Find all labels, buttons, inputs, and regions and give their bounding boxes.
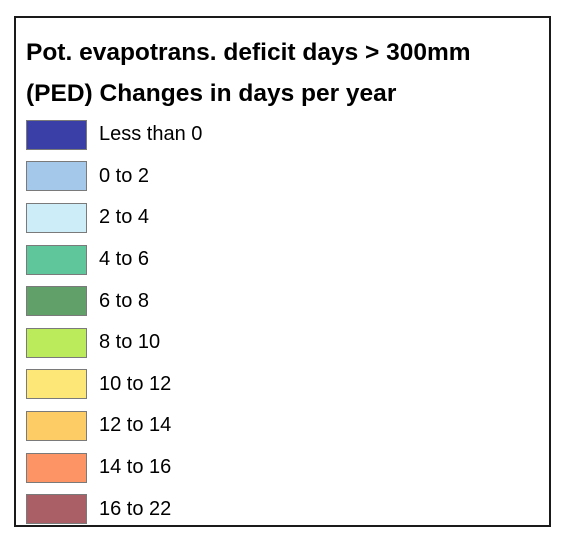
legend-item: 4 to 6 [26,239,202,281]
legend-item: 2 to 4 [26,197,202,239]
legend-item: 0 to 2 [26,156,202,198]
legend-item-label: 0 to 2 [99,164,150,187]
legend-title-line-1: Pot. evapotrans. deficit days > 300mm [26,39,471,66]
legend-swatch [26,410,87,441]
legend-item-label: Less than 0 [99,123,203,146]
legend-swatch [26,452,87,483]
legend-swatch [26,119,87,150]
map-legend: Pot. evapotrans. deficit days > 300mm (P… [14,16,551,527]
legend-item-list: Less than 0 0 to 2 2 to 4 4 to 6 6 to 8 … [26,114,202,530]
legend-item: 16 to 22 [26,488,202,530]
legend-item: Less than 0 [26,114,202,156]
legend-item: 6 to 8 [26,280,202,322]
legend-swatch [26,286,87,317]
legend-title: Pot. evapotrans. deficit days > 300mm (P… [26,32,546,114]
legend-item-label: 16 to 22 [99,497,172,520]
legend-swatch [26,202,87,233]
legend-item-label: 6 to 8 [99,289,150,312]
legend-item-label: 12 to 14 [99,414,172,437]
legend-swatch [26,494,87,525]
legend-item: 14 to 16 [26,447,202,489]
legend-item: 12 to 14 [26,405,202,447]
legend-swatch [26,327,87,358]
legend-swatch [26,161,87,192]
legend-item-label: 8 to 10 [99,331,161,354]
legend-item: 10 to 12 [26,364,202,406]
legend-item-label: 14 to 16 [99,456,172,479]
legend-swatch [26,244,87,275]
legend-swatch [26,369,87,400]
legend-item: 8 to 10 [26,322,202,364]
legend-item-label: 10 to 12 [99,372,172,395]
legend-item-label: 2 to 4 [99,206,150,229]
legend-title-line-2: (PED) Changes in days per year [26,80,397,107]
legend-item-label: 4 to 6 [99,248,150,271]
